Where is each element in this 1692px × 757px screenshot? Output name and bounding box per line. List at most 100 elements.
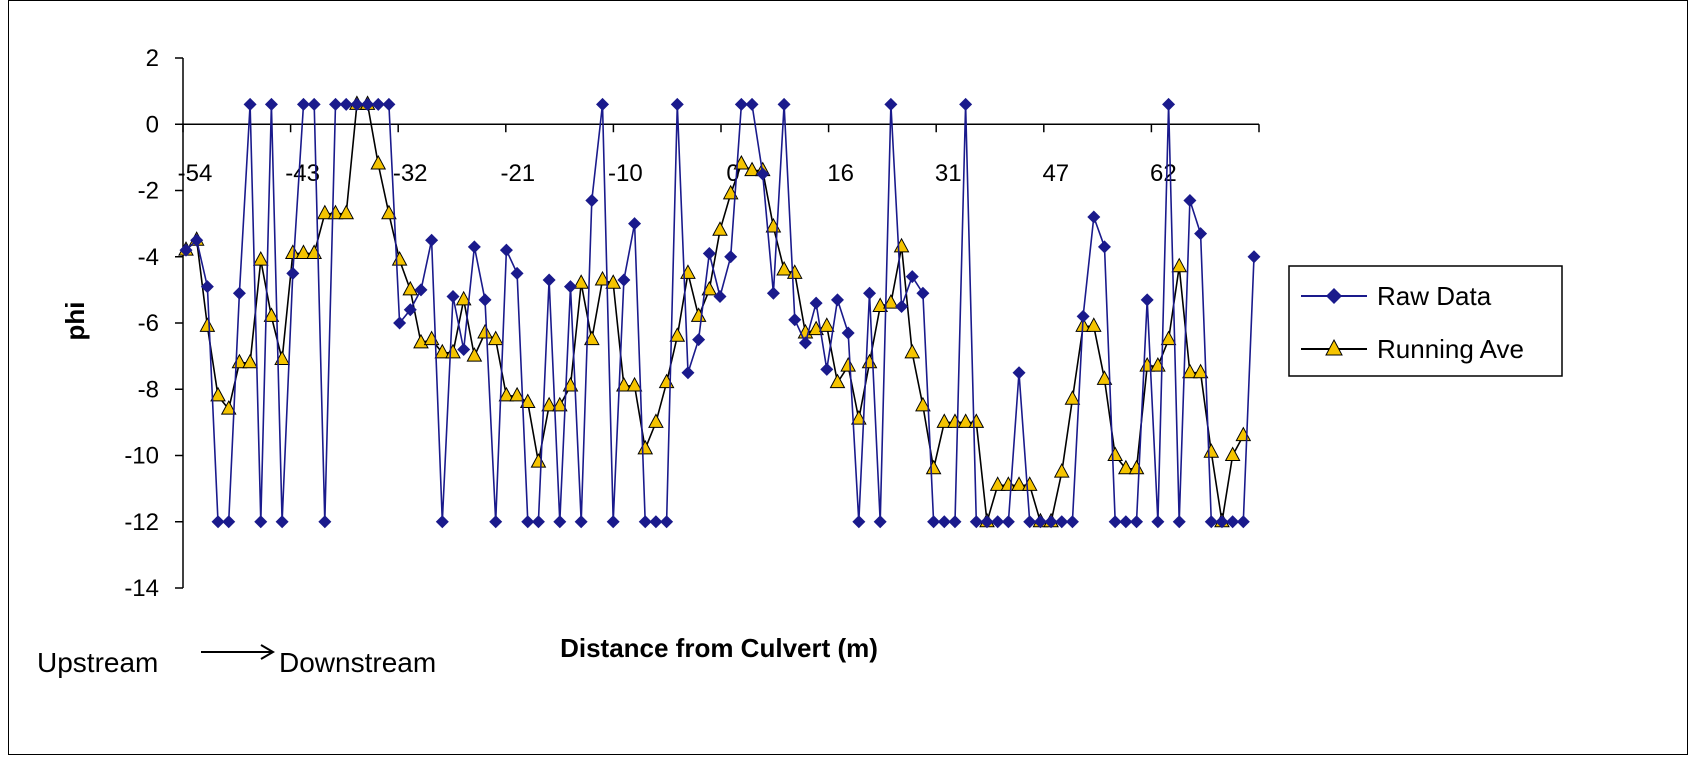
running-ave-point — [915, 396, 931, 412]
y-tick-label: 2 — [146, 45, 159, 72]
raw-data-point — [628, 217, 642, 231]
raw-data-point — [446, 290, 460, 303]
raw-data-point — [393, 316, 407, 330]
y-axis-title: phi — [60, 302, 90, 341]
y-ticks: 2 0 -2 -4 -6 -8 -10 -12 -14 — [124, 45, 183, 602]
running-ave-point — [306, 244, 322, 259]
running-ave-point — [957, 413, 974, 428]
running-ave-point — [1118, 459, 1134, 475]
raw-data-point — [991, 515, 1005, 529]
raw-data-point — [606, 515, 620, 529]
raw-data-point — [766, 286, 780, 300]
running-ave-point — [690, 307, 707, 322]
raw-data-point — [1215, 515, 1229, 529]
raw-data-point — [425, 233, 439, 247]
raw-data-point — [841, 326, 855, 340]
raw-data-point — [200, 280, 214, 294]
chart-frame: 2 0 -2 -4 -6 -8 -10 -12 -14 -54 -43 -32 -21 -10 0 16 31… — [8, 0, 1688, 755]
running-ave-point — [637, 439, 654, 455]
running-ave-point — [530, 453, 547, 468]
raw-data-point — [905, 270, 919, 284]
raw-data-point — [254, 515, 268, 529]
running-ave-point — [1021, 476, 1038, 491]
running-ave-point — [445, 343, 461, 359]
raw-data-point — [563, 280, 577, 294]
running-ave-point — [989, 476, 1006, 491]
raw-data-line — [185, 103, 1255, 523]
raw-data-point — [222, 515, 236, 529]
raw-data-point — [734, 97, 748, 111]
y-tick-label: -14 — [124, 575, 159, 602]
raw-data-point — [329, 97, 343, 111]
running-ave-point — [968, 413, 985, 428]
running-ave-point — [562, 376, 579, 392]
running-ave-point — [904, 343, 921, 359]
raw-data-point — [1194, 227, 1208, 241]
raw-data-point — [1247, 250, 1261, 264]
raw-data-point — [788, 313, 802, 327]
raw-data-point — [286, 266, 300, 280]
raw-data-point — [692, 333, 706, 347]
raw-data-point — [713, 290, 727, 303]
raw-data-point — [969, 515, 983, 529]
raw-data-point — [1097, 240, 1111, 254]
raw-data-point — [1033, 515, 1047, 529]
raw-data-point — [585, 193, 599, 207]
legend-running-marker — [1325, 338, 1343, 356]
running-ave-point — [626, 376, 643, 392]
running-ave-point — [1096, 370, 1113, 385]
raw-data-point — [339, 97, 353, 111]
raw-data-point — [980, 515, 994, 529]
series-raw-data — [179, 97, 1261, 529]
running-ave-point — [509, 386, 525, 402]
series-running-ave — [178, 95, 1252, 528]
x-tick-label: 47 — [1042, 160, 1069, 187]
running-ave-point — [199, 317, 216, 332]
running-ave-point — [370, 154, 387, 170]
raw-data-point — [350, 97, 364, 111]
raw-data-point — [884, 97, 898, 111]
raw-data-point — [1065, 515, 1079, 529]
raw-data-point — [318, 515, 332, 529]
raw-data-point — [777, 97, 791, 111]
x-tick-label: 62 — [1150, 160, 1177, 187]
downstream-label: Downstream — [279, 647, 436, 678]
x-ticks: -54 -43 -32 -21 -10 0 16 31 47 62 — [178, 124, 1260, 187]
raw-data-point — [649, 515, 663, 529]
running-ave-point — [786, 264, 803, 279]
running-ave-point — [338, 204, 355, 220]
running-ave-point — [701, 280, 718, 296]
running-ave-point — [381, 204, 397, 220]
running-ave-point — [594, 270, 611, 286]
running-ave-point — [925, 459, 942, 475]
running-ave-point — [1203, 443, 1220, 458]
x-tick-label: -10 — [608, 160, 643, 187]
raw-data-point — [371, 97, 385, 111]
raw-data-point — [937, 515, 951, 529]
running-ave-point — [947, 413, 963, 428]
x-tick-label: -54 — [178, 160, 213, 187]
raw-data-point — [179, 243, 193, 257]
running-ave-point — [648, 413, 664, 428]
running-ave-point — [605, 274, 622, 289]
raw-data-point — [264, 97, 278, 111]
running-ave-point — [1171, 257, 1188, 273]
running-ave-point — [744, 161, 760, 177]
running-ave-point — [263, 307, 280, 322]
running-ave-point — [776, 260, 792, 276]
running-ave-point — [1160, 330, 1177, 346]
flow-arrow-head — [260, 644, 275, 660]
raw-data-point — [724, 250, 738, 264]
raw-data-point — [681, 366, 695, 380]
flow-annotation: Upstream Downstream — [37, 644, 436, 678]
running-ave-point — [519, 393, 536, 408]
raw-data-point — [798, 336, 812, 350]
running-ave-point — [551, 396, 568, 412]
y-tick-label: -4 — [138, 244, 159, 271]
line-chart: 2 0 -2 -4 -6 -8 -10 -12 -14 -54 -43 -32 -21 -10 0 16 31… — [37, 45, 1563, 678]
running-ave-point — [1107, 446, 1123, 461]
running-ave-point — [434, 343, 451, 359]
x-tick-label: -43 — [285, 160, 320, 187]
running-ave-point — [242, 353, 258, 369]
raw-data-point — [745, 97, 759, 111]
